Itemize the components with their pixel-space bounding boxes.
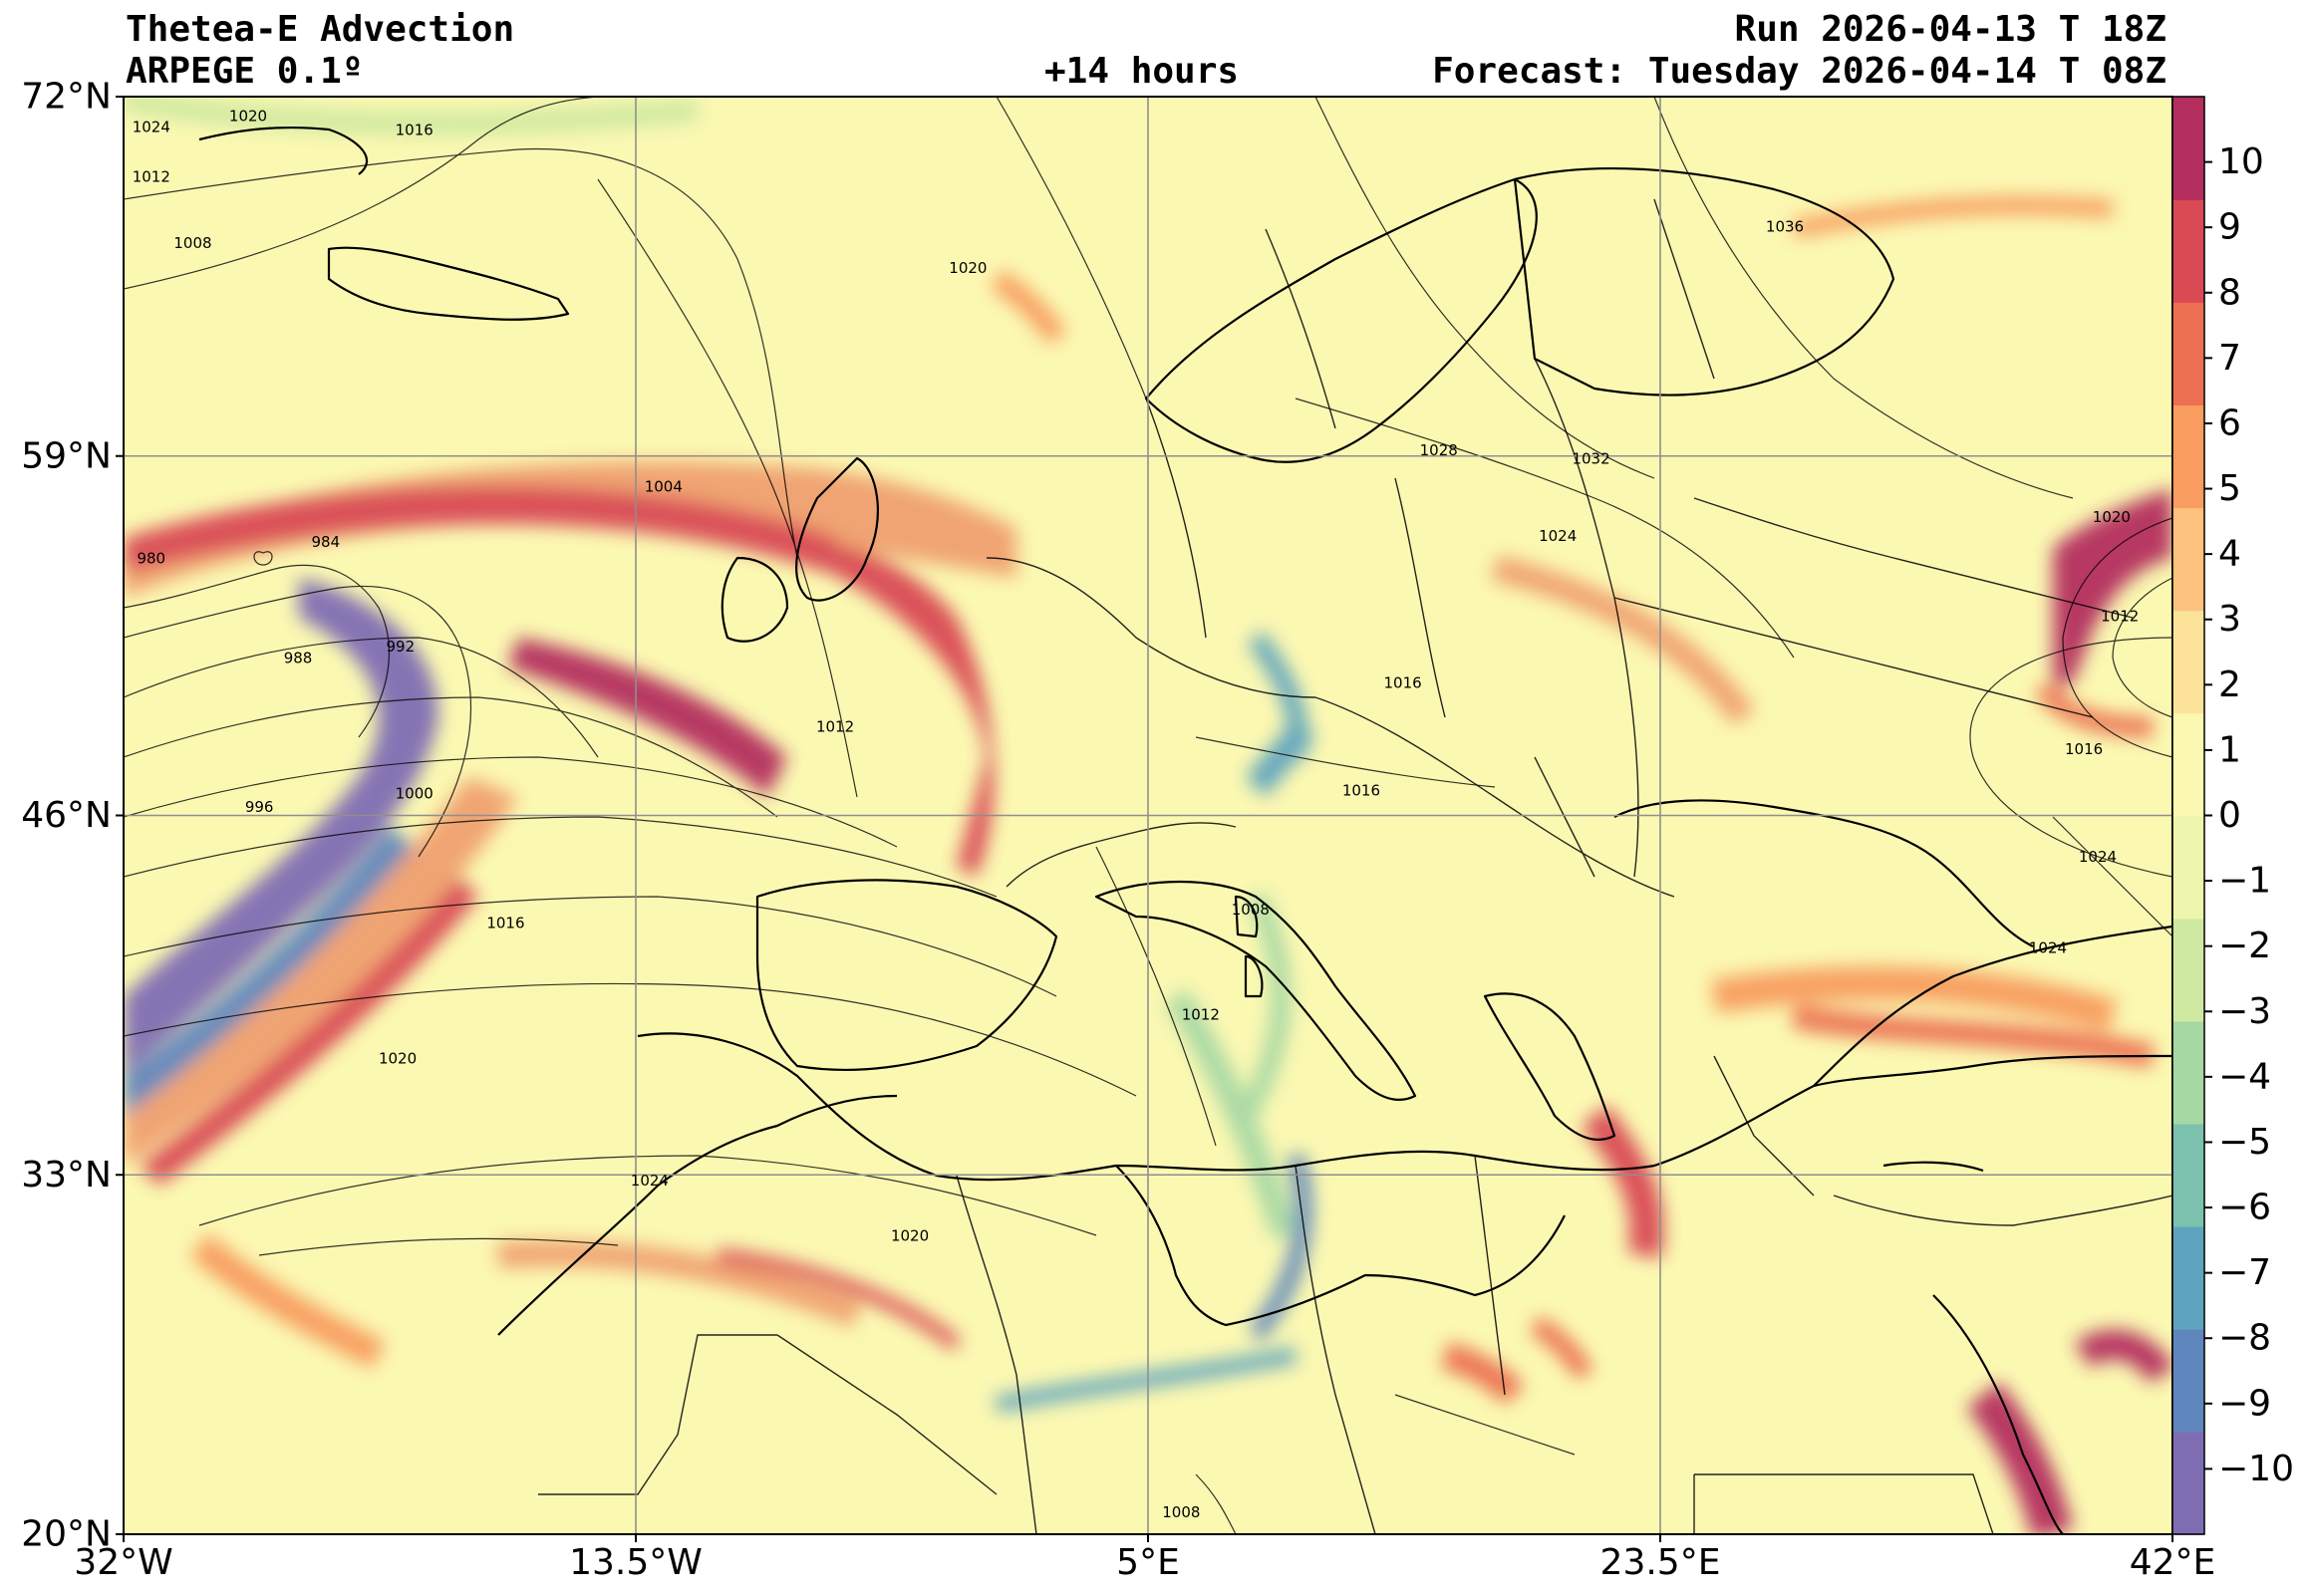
isobar-label: 1016 [2065,740,2103,758]
graticule [124,97,2172,1534]
isobar-label: 1008 [173,234,211,252]
run-time: Run 2026-04-13 T 18Z [1734,9,2167,50]
colorbar-band [2172,1225,2204,1330]
colorbar-band [2172,1123,2204,1227]
colorbar-tick-label: 7 [2218,338,2241,379]
lat-tick-label: 33°N [21,1155,112,1196]
lat-tick-label: 72°N [21,77,112,118]
isobar-label: 988 [284,649,313,666]
colorbar-band [2172,97,2204,200]
colorbar-tick-label: −4 [2218,1056,2271,1097]
map-title: Thetea-E Advection [126,9,515,50]
isobar-label: 1024 [133,119,170,136]
isobar-label: 1020 [891,1226,929,1244]
colorbar-tick-label: 2 [2218,665,2241,705]
isobar-label: 1012 [816,718,854,736]
isobar-label: 1028 [1420,441,1458,459]
colorbar-band [2172,815,2204,920]
isobar-label: 1016 [486,915,524,932]
colorbar-band [2172,712,2204,817]
lat-tick-label: 20°N [21,1514,112,1555]
isobar-label: 996 [245,798,274,816]
isobar-label: 992 [387,638,416,656]
lead-time: +14 hours [1044,51,1240,92]
longitude-axis: 32°W 13.5°W 5°E 23.5°E 42°E [74,1534,2215,1583]
colorbar-tick-label: 6 [2218,402,2241,443]
isobar-label: 1020 [379,1050,417,1068]
isobar-label: 1008 [1232,901,1270,919]
isobar-label: 1020 [2093,508,2131,526]
isobar-label: 1012 [1182,1005,1220,1023]
isobar-label: 1024 [631,1172,669,1190]
colorbar-band [2172,1431,2204,1535]
isobar-label: 1016 [1384,673,1422,691]
isobar-label: 1012 [2101,608,2139,626]
isobar-label: 1000 [396,784,434,802]
coastlines [198,126,2172,1534]
colorbar-band [2172,610,2204,714]
colorbar-tick-label: 10 [2218,141,2264,182]
lat-tick-label: 46°N [21,795,112,836]
colorbar-tick-label: −7 [2218,1252,2271,1293]
isobar-label: 1012 [133,167,170,185]
isobar-label: 984 [312,533,341,551]
colorbar-band [2172,1328,2204,1433]
colorbar-tick-label: 3 [2218,599,2241,640]
colorbar-band [2172,302,2204,406]
colorbar-tick-label: 8 [2218,272,2241,313]
colorbar-tick-label: −8 [2218,1318,2271,1359]
colorbar-tick-label: 9 [2218,207,2241,248]
isobar-label: 1008 [1162,1503,1200,1521]
model-name: ARPEGE 0.1º [126,51,364,92]
colorbar-tick-label: −5 [2218,1122,2271,1163]
lon-tick-label: 13.5°W [569,1542,703,1583]
colorbar-band [2172,199,2204,303]
colorbar-band [2172,404,2204,509]
isobar-label: 1036 [1766,217,1804,235]
colorbar-tick-label: 4 [2218,534,2241,575]
colorbar-tick-label: −9 [2218,1383,2271,1424]
colorbar-tick-label: 5 [2218,468,2241,509]
lon-tick-label: 23.5°E [1600,1542,1721,1583]
colorbar-band [2172,507,2204,612]
colorbar-tick-label: 0 [2218,795,2241,836]
isobar-labels: 1024 1020 1016 1012 1008 1020 1036 1004 1028 1032… [133,107,2140,1520]
isobars [124,97,2172,1534]
forecast-time: Forecast: Tuesday 2026-04-14 T 08Z [1432,51,2167,92]
isobar-label: 1024 [1539,527,1577,545]
isobar-label: 1020 [229,107,267,125]
colorbar-tick-label: −3 [2218,991,2271,1032]
colorbar-tick-label: −1 [2218,861,2271,902]
isobar-label: 1020 [949,259,987,277]
colorbar-tick-label: 1 [2218,729,2241,770]
lat-tick-label: 59°N [21,435,112,476]
colorbar-tick-label: −10 [2218,1449,2294,1489]
lon-tick-label: 5°E [1116,1542,1180,1583]
colorbar-tick-label: −2 [2218,926,2271,966]
country-borders [538,198,2172,1534]
isobar-label: 1004 [645,477,683,495]
isobar-label: 1016 [1342,782,1380,800]
lon-tick-label: 42°E [2130,1542,2216,1583]
isobar-label: 1024 [2029,939,2067,957]
colorbar-band [2172,1020,2204,1125]
lon-tick-label: 32°W [74,1542,172,1583]
colorbar-band [2172,918,2204,1022]
isobar-label: 1024 [2079,848,2117,866]
isobar-label: 1032 [1572,450,1609,468]
isobar-label: 980 [137,549,165,567]
latitude-axis: 72°N 59°N 46°N 33°N 20°N [21,77,124,1555]
isobar-label: 1016 [396,121,434,138]
colorbar-tick-label: −6 [2218,1188,2271,1228]
